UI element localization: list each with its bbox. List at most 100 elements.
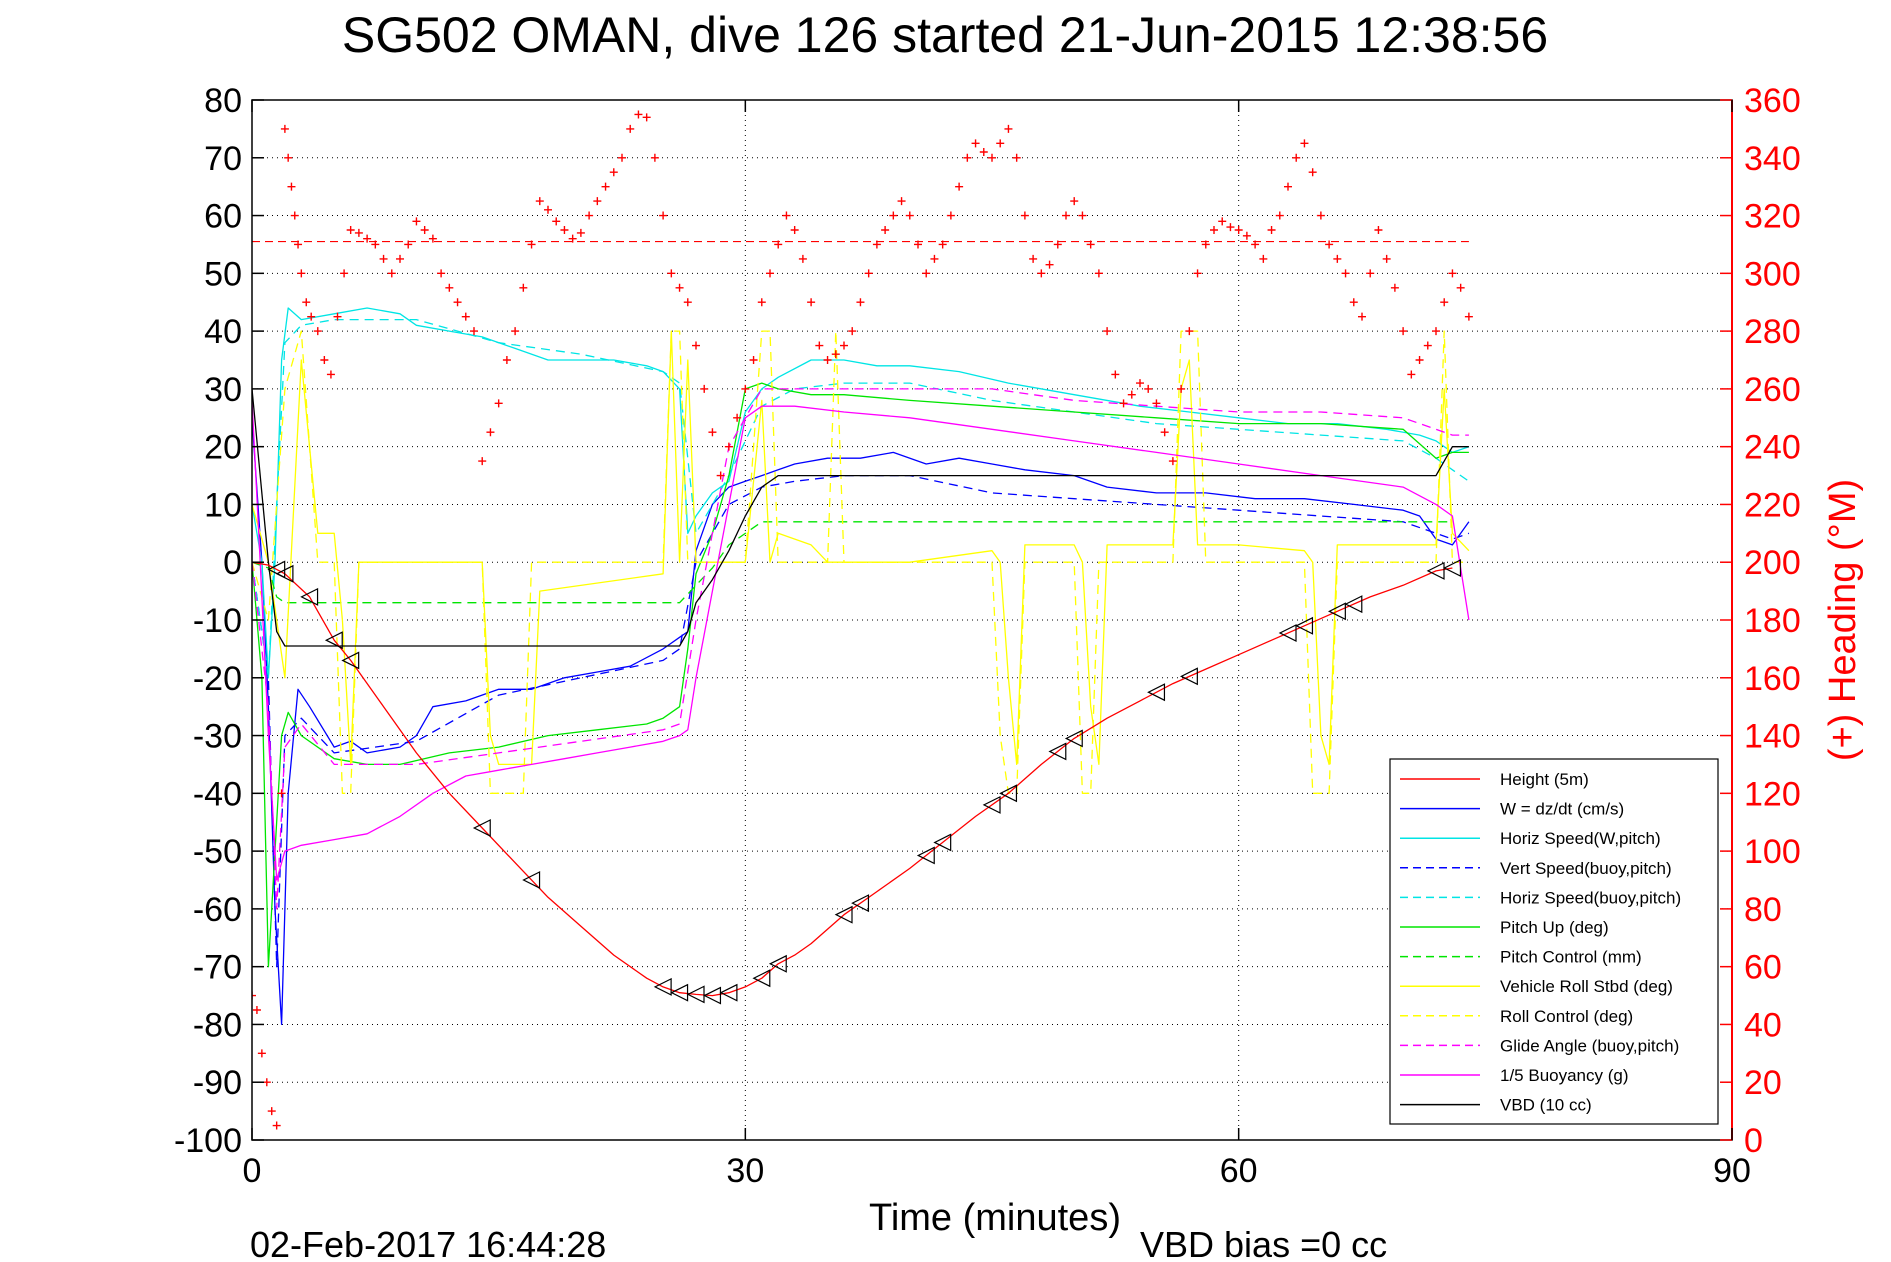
height-marker-29 bbox=[1443, 559, 1462, 577]
heading-point-103 bbox=[1029, 254, 1038, 263]
series-lines bbox=[252, 307, 1470, 1026]
heading-point-136 bbox=[1300, 139, 1309, 148]
heading-point-4 bbox=[267, 1107, 276, 1116]
legend-label-2: Horiz Speed(W,pitch) bbox=[1500, 829, 1661, 848]
y-tick-label-11: -30 bbox=[193, 718, 242, 756]
heading-point-29 bbox=[420, 226, 429, 234]
heading-point-90 bbox=[922, 269, 931, 278]
series-line-8 bbox=[252, 330, 1469, 794]
height-marker-26 bbox=[1327, 602, 1346, 621]
heading-point-69 bbox=[749, 356, 758, 364]
heading-point-91 bbox=[930, 254, 939, 263]
heading-point-3 bbox=[262, 1078, 271, 1087]
heading-point-85 bbox=[881, 226, 890, 234]
y-right-tick-label-7: 220 bbox=[1744, 486, 1801, 524]
heading-point-124 bbox=[1201, 240, 1210, 249]
heading-point-97 bbox=[979, 148, 988, 156]
heading-point-146 bbox=[1382, 254, 1391, 263]
heading-point-117 bbox=[1144, 384, 1153, 393]
heading-point-54 bbox=[626, 124, 635, 133]
heading-point-89 bbox=[914, 240, 922, 249]
series-line-4 bbox=[252, 318, 1470, 679]
height-marker-10 bbox=[703, 986, 722, 1005]
height-marker-18 bbox=[982, 795, 1001, 814]
height-marker-24 bbox=[1278, 624, 1297, 642]
heading-point-66 bbox=[724, 442, 733, 451]
height-marker-19 bbox=[999, 784, 1018, 803]
heading-point-5 bbox=[272, 1121, 281, 1130]
y-tick-label-14: -60 bbox=[193, 891, 242, 929]
heading-point-43 bbox=[535, 197, 544, 206]
height-marker-28 bbox=[1426, 561, 1445, 580]
heading-point-112 bbox=[1103, 327, 1112, 336]
heading-point-23 bbox=[371, 240, 380, 249]
heading-point-34 bbox=[461, 312, 470, 321]
heading-point-68 bbox=[741, 384, 750, 393]
heading-point-132 bbox=[1267, 226, 1276, 234]
heading-point-35 bbox=[470, 327, 478, 336]
height-marker-1 bbox=[275, 564, 294, 583]
series-line-2 bbox=[252, 307, 1470, 679]
y-right-tick-label-3: 300 bbox=[1744, 255, 1801, 293]
heading-point-143 bbox=[1358, 312, 1366, 321]
series-line-10 bbox=[252, 400, 1470, 881]
axis-ticks bbox=[251, 99, 1733, 1141]
heading-point-28 bbox=[412, 217, 421, 226]
legend-label-4: Horiz Speed(buoy,pitch) bbox=[1500, 888, 1681, 907]
heading-point-121 bbox=[1177, 384, 1186, 393]
heading-point-134 bbox=[1284, 182, 1292, 191]
x-tick-label-3: 90 bbox=[1713, 1152, 1751, 1190]
y-right-tick-label-15: 60 bbox=[1744, 949, 1782, 987]
legend-label-0: Height (5m) bbox=[1500, 770, 1589, 789]
heading-point-44 bbox=[544, 205, 552, 214]
heading-point-56 bbox=[642, 113, 651, 122]
heading-point-16 bbox=[320, 356, 329, 364]
legend: Height (5m) W = dz/dt (cm/s) Horiz Speed(W… bbox=[1389, 758, 1719, 1125]
y-tick-label-0: 80 bbox=[204, 82, 242, 120]
heading-point-99 bbox=[996, 139, 1005, 148]
height-marker-16 bbox=[916, 846, 935, 865]
heading-point-154 bbox=[1448, 269, 1457, 278]
heading-point-102 bbox=[1020, 211, 1029, 220]
heading-point-122 bbox=[1185, 327, 1194, 336]
heading-point-80 bbox=[840, 341, 848, 350]
heading-point-82 bbox=[856, 298, 865, 307]
heading-point-47 bbox=[568, 234, 577, 243]
heading-point-111 bbox=[1094, 269, 1103, 278]
heading-point-149 bbox=[1407, 370, 1416, 379]
heading-point-70 bbox=[757, 298, 766, 307]
heading-point-65 bbox=[716, 471, 725, 480]
heading-point-1 bbox=[252, 1006, 261, 1014]
series-line-6 bbox=[252, 521, 1453, 604]
heading-point-60 bbox=[675, 283, 684, 292]
heading-point-150 bbox=[1415, 356, 1424, 364]
chart-title: SG502 OMAN, dive 126 started 21-Jun-2015… bbox=[342, 7, 1548, 63]
heading-point-19 bbox=[340, 269, 349, 278]
right-axis-label: (+) Heading (°M) bbox=[1822, 479, 1864, 761]
y-tick-label-8: 0 bbox=[223, 544, 242, 582]
heading-point-74 bbox=[790, 226, 799, 234]
footer-vbd-bias: VBD bias =0 cc bbox=[1140, 1224, 1387, 1262]
heading-point-120 bbox=[1168, 457, 1177, 466]
y-right-tick-label-18: 0 bbox=[1744, 1122, 1763, 1160]
height-markers bbox=[267, 559, 1462, 1005]
heading-point-46 bbox=[560, 226, 569, 234]
heading-point-51 bbox=[601, 182, 610, 191]
heading-point-10 bbox=[290, 211, 299, 220]
y-tick-label-13: -50 bbox=[193, 833, 242, 871]
height-marker-17 bbox=[933, 833, 952, 852]
heading-point-0 bbox=[252, 991, 256, 1000]
heading-point-12 bbox=[297, 269, 306, 278]
heading-point-88 bbox=[905, 211, 914, 220]
heading-point-137 bbox=[1308, 168, 1317, 177]
heading-point-145 bbox=[1374, 226, 1383, 234]
heading-point-55 bbox=[634, 110, 643, 119]
y-right-tick-label-4: 280 bbox=[1744, 313, 1801, 351]
heading-point-116 bbox=[1136, 379, 1144, 388]
heading-point-18 bbox=[333, 312, 342, 321]
heading-point-93 bbox=[946, 211, 955, 220]
legend-label-6: Pitch Control (mm) bbox=[1500, 948, 1642, 967]
heading-point-128 bbox=[1234, 226, 1243, 234]
height-marker-25 bbox=[1295, 616, 1314, 635]
height-marker-6 bbox=[522, 871, 541, 889]
